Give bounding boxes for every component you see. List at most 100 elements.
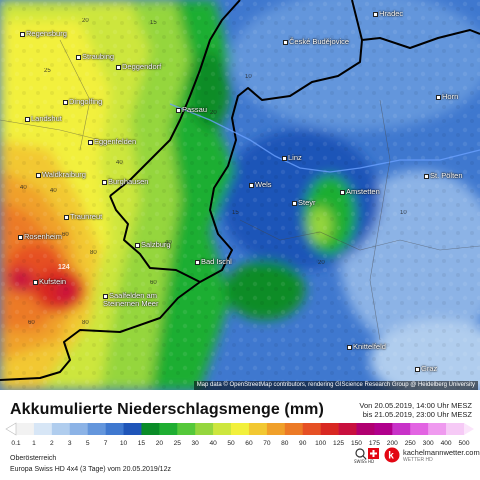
city-label: Saalfelden am Steinernen Meer	[103, 292, 163, 308]
valid-from: Von 20.05.2019, 14:00 Uhr MESZ	[359, 401, 472, 410]
kachelmann-subtext: WETTER HD	[403, 457, 433, 463]
city-label: Straubing	[76, 53, 114, 61]
scale-tick-label: 175	[368, 440, 380, 447]
precip-value-label: 25	[44, 68, 51, 74]
scale-swatch	[16, 423, 35, 435]
city-name: České Budějovice	[289, 37, 350, 46]
scale-tick-label: 60	[245, 440, 253, 447]
city-label: Knittelfeld	[347, 343, 386, 351]
kachelmann-text: kachelmannwetter.com	[403, 448, 480, 457]
scale-swatch	[248, 423, 268, 435]
city-label: Deggendorf	[116, 63, 161, 71]
city-marker-icon	[347, 344, 352, 350]
precip-value-label: 40	[165, 240, 172, 246]
city-label: Burghausen	[102, 178, 148, 186]
scale-swatch	[410, 423, 429, 435]
color-scale-bar	[5, 422, 474, 436]
city-name: St. Pölten	[430, 171, 463, 180]
city-name: Straubing	[82, 52, 115, 61]
city-marker-icon	[282, 155, 287, 161]
valid-to: bis 21.05.2019, 23:00 Uhr MESZ	[362, 410, 472, 419]
city-name: Rosenheim	[24, 232, 62, 241]
scale-tick-label: 90	[299, 440, 307, 447]
scale-tick-label: 0.1	[11, 440, 21, 447]
scale-tick-label: 25	[173, 440, 181, 447]
city-label: Amstetten	[340, 188, 380, 196]
city-label: Landshut	[25, 115, 62, 123]
scale-tick-label: 3	[67, 440, 72, 447]
city-label: Regensburg	[20, 30, 67, 38]
city-marker-icon	[116, 64, 121, 70]
city-marker-icon	[415, 366, 420, 372]
city-name: Horn	[442, 92, 459, 101]
city-name: Hradec	[379, 9, 404, 18]
map-attribution: Map data © OpenStreetMap contributors, r…	[193, 381, 478, 390]
city-label: Traunreut	[64, 213, 102, 221]
city-name: Wels	[255, 180, 272, 189]
city-name: Traunreut	[70, 212, 103, 221]
city-marker-icon	[88, 139, 93, 145]
scale-tick-label: 10	[119, 440, 128, 447]
city-marker-icon	[64, 214, 69, 220]
scale-tick-label: 2	[49, 440, 54, 447]
precip-value-label: 60	[62, 232, 69, 238]
scale-tick-label: 80	[281, 440, 289, 447]
scale-max-arrow-icon	[464, 423, 474, 435]
city-marker-icon	[424, 173, 429, 179]
scale-swatch	[231, 423, 250, 435]
scale-swatch	[446, 423, 465, 435]
precip-value-label: 40	[50, 188, 57, 194]
precip-value-label: 20	[318, 260, 325, 266]
city-marker-icon	[176, 107, 181, 113]
scale-tick-label: 100	[315, 440, 327, 447]
city-marker-icon	[436, 94, 441, 100]
city-name: Dingolfing	[69, 97, 103, 106]
city-name: Deggendorf	[122, 62, 162, 71]
scale-swatch	[392, 423, 411, 435]
scale-swatch	[302, 423, 321, 435]
city-label: České Budějovice	[283, 38, 349, 46]
precip-value-label: 40	[20, 185, 27, 191]
city-label: Rosenheim	[18, 233, 62, 241]
city-marker-icon	[102, 179, 107, 185]
scale-tick-label: 200	[386, 440, 398, 447]
precip-value-label: 60	[150, 280, 157, 286]
city-marker-icon	[18, 234, 23, 240]
precip-value-label: 80	[82, 320, 89, 326]
region-label: Oberösterreich	[10, 455, 57, 462]
scale-tick-label: 70	[263, 440, 271, 447]
city-marker-icon	[36, 172, 41, 178]
city-name: Knittelfeld	[353, 342, 386, 351]
city-marker-icon	[63, 99, 68, 105]
city-marker-icon	[20, 31, 25, 37]
city-name: Saalfelden am Steinernen Meer	[103, 291, 159, 308]
scale-tick-label: 150	[350, 440, 362, 447]
city-marker-icon	[283, 39, 288, 45]
scale-tick-label: 30	[191, 440, 199, 447]
city-name: Amstetten	[346, 187, 380, 196]
scale-tick-label: 15	[137, 440, 146, 447]
scale-swatch	[266, 423, 286, 435]
scale-tick-label: 300	[422, 440, 434, 447]
city-label: Eggenfelden	[88, 138, 136, 146]
scale-swatch	[159, 423, 178, 435]
scale-swatch	[123, 423, 142, 435]
kachelmann-logo[interactable]: k kachelmannwetter.com WETTER HD	[384, 446, 480, 466]
city-label: Steyr	[292, 199, 316, 207]
city-marker-icon	[33, 279, 38, 285]
scale-swatch	[338, 423, 357, 435]
scale-swatch	[213, 423, 232, 435]
precip-value-label: 20	[82, 18, 89, 24]
scale-swatch	[141, 423, 160, 435]
city-marker-icon	[340, 189, 345, 195]
city-name: Landshut	[31, 114, 62, 123]
precipitation-map[interactable]	[0, 0, 480, 390]
city-label: Waldkraiburg	[36, 171, 86, 179]
city-label: Passau	[176, 106, 207, 114]
precip-value-label: 60	[28, 320, 35, 326]
scale-swatch	[51, 423, 71, 435]
city-label: Kufstein	[33, 278, 66, 286]
scale-swatch	[374, 423, 393, 435]
svg-text:k: k	[388, 451, 394, 462]
